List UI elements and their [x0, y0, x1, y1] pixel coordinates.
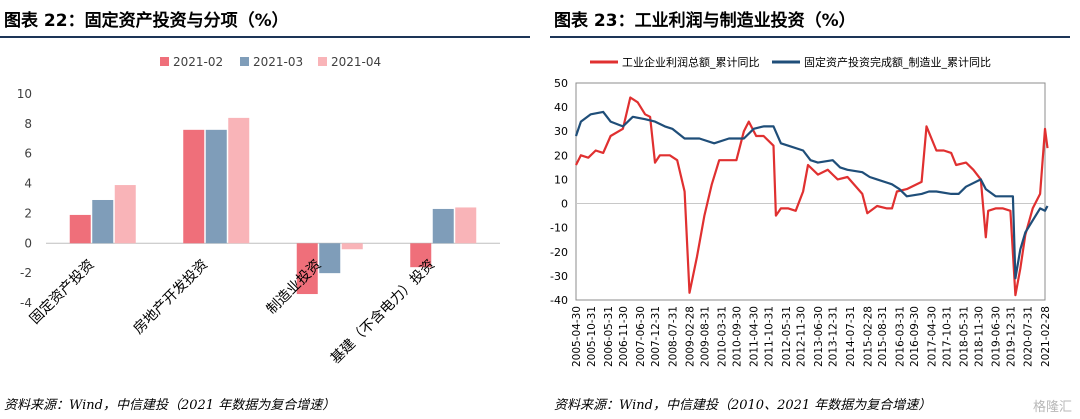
plot-frame: [575, 82, 1046, 301]
y-tick-label: -10: [550, 222, 568, 235]
y-tick-label: 2: [24, 206, 32, 220]
y-tick-label: 40: [554, 101, 568, 114]
right-chart-title: 图表 23：工业利润与制造业投资（%）: [554, 11, 856, 31]
bar-2021-02-3: [410, 243, 432, 268]
x-tick-label: 2011-10-31: [764, 306, 776, 367]
x-tick-label: 2007-06-30: [635, 306, 647, 367]
series-line-0: [575, 96, 1049, 297]
bar-2021-03-1: [205, 129, 227, 244]
x-tick-label: 2016-09-30: [909, 306, 921, 367]
y-tick-label: 10: [554, 173, 568, 186]
left-chart-panel: 图表 22：固定资产投资与分项（%） 2021-02 2021-03 2021-04…: [0, 11, 530, 413]
y-tick-label: 0: [24, 236, 32, 250]
left-chart-title: 图表 22：固定资产投资与分项（%）: [4, 11, 289, 31]
x-tick-label: 2014-07-31: [845, 306, 857, 367]
x-tick-label: 2019-12-31: [1005, 306, 1017, 367]
x-tick-label: 2009-08-31: [699, 306, 711, 367]
legend-label-2021-03: 2021-03: [253, 55, 303, 69]
bar-2021-02-0: [69, 214, 91, 244]
x-tick-label: 2005-10-31: [586, 306, 598, 367]
right-chart-source: 资料来源：Wind，中信建投（2010、2021 年数据为复合增速）: [554, 398, 932, 413]
bar-2021-04-3: [455, 207, 477, 244]
x-tick-label: 2015-02-28: [862, 306, 874, 367]
category-label: 基建（不含电力）投资: [327, 256, 438, 367]
x-tick-label: 2011-04-30: [749, 306, 761, 367]
x-tick-label: 2015-08-31: [877, 306, 889, 367]
y-tick-label: -20: [550, 246, 568, 259]
x-tick-label: 2009-02-28: [685, 306, 697, 367]
bar-2021-02-2: [296, 243, 318, 295]
bar-chart: 2021-02 2021-03 2021-04 -4 -2 0 2 4 6 8 10 固定资产投资 房地…: [17, 55, 500, 367]
bar-2021-04-0: [114, 185, 136, 244]
x-tick-label: 2016-03-31: [894, 306, 906, 367]
x-tick-label: 2018-05-31: [959, 306, 971, 367]
category-label: 房地产开发投资: [130, 257, 211, 338]
x-tick-label: 2018-11-30: [973, 306, 985, 367]
y-tick-label: -4: [20, 296, 32, 310]
line-chart: 工业企业利润总额_累计同比 固定资产投资完成额_制造业_累计同比 -40 -30 -20…: [550, 55, 1052, 367]
x-tick-label: 2013-06-30: [813, 306, 825, 367]
x-tick-label: 2006-05-31: [603, 306, 615, 367]
x-tick-label: 2012-11-30: [796, 306, 808, 367]
series-line-1: [574, 110, 1049, 280]
x-tick-label: 2020-07-31: [1023, 306, 1035, 367]
y-tick-label: -2: [20, 266, 32, 280]
y-tick-label: -30: [550, 270, 568, 283]
y-tick-label: 50: [554, 77, 568, 90]
bar-legend: 2021-02 2021-03 2021-04: [160, 55, 381, 69]
legend-swatch-2021-02: [160, 57, 169, 66]
y-tick-label: 4: [24, 177, 32, 191]
legend-swatch-2021-03: [240, 57, 249, 66]
legend-label-2021-04: 2021-04: [331, 55, 381, 69]
x-tick-label: 2007-12-31: [650, 306, 662, 367]
bar-2021-03-0: [92, 199, 114, 244]
x-tick-label: 2021-02-28: [1040, 306, 1052, 367]
line-legend: 工业企业利润总额_累计同比 固定资产投资完成额_制造业_累计同比: [590, 55, 991, 69]
x-tick-label: 2010-09-30: [731, 306, 743, 367]
x-tick-label: 2017-04-30: [926, 306, 938, 367]
y-tick-label: 0: [561, 198, 568, 211]
legend-swatch-2021-04: [318, 57, 327, 66]
y-tick-label: 30: [554, 125, 568, 138]
y-tick-label: 6: [24, 147, 32, 161]
y-tick-label: 20: [554, 149, 568, 162]
y-tick-label: -40: [550, 294, 568, 307]
x-tick-label: 2010-03-31: [717, 306, 729, 367]
category-label: 固定资产投资: [27, 257, 98, 328]
right-chart-panel: 图表 23：工业利润与制造业投资（%） 工业企业利润总额_累计同比 固定资产投资完…: [550, 0, 1080, 419]
x-tick-label: 2012-05-31: [781, 306, 793, 367]
legend-label-2021-02: 2021-02: [173, 55, 223, 69]
y-tick-label: 10: [17, 87, 32, 101]
y-tick-label: 8: [24, 117, 32, 131]
x-tick-label: 2005-04-30: [571, 306, 583, 367]
x-tick-label: 2006-11-30: [618, 306, 630, 367]
right-title-rule: [550, 36, 1070, 38]
bar-2021-03-3: [432, 208, 454, 244]
x-tick-label: 2008-07-31: [667, 306, 679, 367]
bar-2021-02-1: [183, 129, 205, 244]
legend-label-0: 工业企业利润总额_累计同比: [622, 55, 760, 69]
bar-2021-04-2: [341, 243, 363, 250]
left-title-rule: [0, 36, 530, 38]
bar-2021-04-1: [228, 117, 250, 244]
x-tick-label: 2019-06-30: [991, 306, 1003, 367]
bar-2021-03-2: [319, 243, 341, 274]
x-tick-label: 2017-10-31: [941, 306, 953, 367]
x-tick-label: 2013-12-31: [828, 306, 840, 367]
left-chart-source: 资料来源：Wind，中信建投（2021 年数据为复合增速）: [4, 398, 336, 413]
legend-label-1: 固定资产投资完成额_制造业_累计同比: [804, 55, 991, 69]
watermark-logo: 格隆汇: [1032, 400, 1072, 415]
